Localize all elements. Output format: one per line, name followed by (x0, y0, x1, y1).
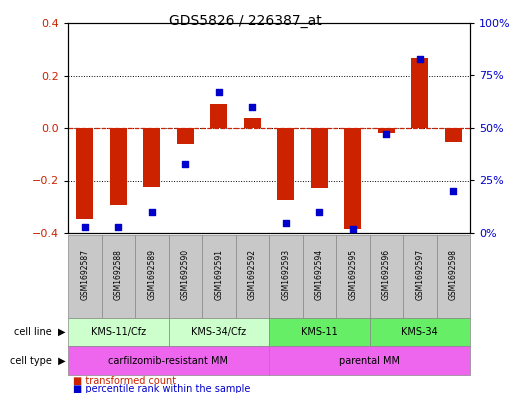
Text: GSM1692590: GSM1692590 (181, 249, 190, 300)
Point (315, 209, 323, 215)
Text: carfilzomib-resistant MM: carfilzomib-resistant MM (108, 356, 229, 365)
Point (382, 131, 391, 138)
Bar (135, 235, 168, 318)
Bar (210, 105, 227, 128)
Text: GSM1692596: GSM1692596 (382, 249, 391, 300)
Bar (370, 318, 470, 346)
Text: GSM1692593: GSM1692593 (281, 249, 290, 300)
Point (449, 188, 458, 194)
Bar (370, 235, 403, 318)
Text: GSM1692598: GSM1692598 (449, 249, 458, 300)
Bar (269, 318, 370, 346)
Bar (344, 128, 361, 229)
Point (281, 219, 290, 226)
Bar (269, 346, 470, 375)
Point (114, 224, 122, 230)
Bar (235, 235, 269, 318)
Text: GSM1692597: GSM1692597 (415, 249, 424, 300)
Bar (202, 235, 235, 318)
Bar (302, 235, 336, 318)
Text: KMS-34/Cfz: KMS-34/Cfz (191, 327, 246, 337)
Point (214, 89, 223, 95)
Bar (378, 128, 395, 133)
Bar (68, 318, 168, 346)
Text: KMS-11: KMS-11 (301, 327, 338, 337)
Bar (168, 318, 269, 346)
Text: KMS-11/Cfz: KMS-11/Cfz (90, 327, 146, 337)
Text: cell type  ▶: cell type ▶ (10, 356, 65, 365)
Bar (269, 235, 302, 318)
Text: GSM1692592: GSM1692592 (248, 249, 257, 300)
Bar (336, 235, 370, 318)
Bar (403, 235, 437, 318)
Bar (445, 128, 462, 142)
Text: GSM1692588: GSM1692588 (113, 250, 123, 300)
Point (416, 55, 424, 62)
Point (248, 104, 256, 110)
Text: GSM1692595: GSM1692595 (348, 249, 357, 300)
Text: GSM1692589: GSM1692589 (147, 249, 156, 300)
Text: parental MM: parental MM (339, 356, 400, 365)
Text: ■ percentile rank within the sample: ■ percentile rank within the sample (73, 384, 251, 393)
Text: ■ transformed count: ■ transformed count (73, 376, 176, 386)
Bar (68, 346, 269, 375)
Point (181, 161, 189, 167)
Bar (68, 235, 101, 318)
Text: GSM1692591: GSM1692591 (214, 249, 223, 300)
Bar (412, 59, 428, 128)
Bar (437, 235, 470, 318)
Bar (110, 128, 127, 206)
Point (348, 226, 357, 232)
Bar (311, 128, 327, 188)
Text: GSM1692594: GSM1692594 (315, 249, 324, 300)
Text: cell line  ▶: cell line ▶ (14, 327, 65, 337)
Point (147, 209, 156, 215)
Bar (101, 235, 135, 318)
Bar (168, 235, 202, 318)
Bar (277, 128, 294, 200)
Bar (76, 128, 93, 219)
Text: GDS5826 / 226387_at: GDS5826 / 226387_at (169, 14, 322, 28)
Text: KMS-34: KMS-34 (401, 327, 438, 337)
Text: GSM1692587: GSM1692587 (80, 249, 89, 300)
Bar (177, 128, 194, 144)
Bar (143, 128, 160, 187)
Bar (244, 118, 260, 128)
Point (81, 224, 89, 230)
